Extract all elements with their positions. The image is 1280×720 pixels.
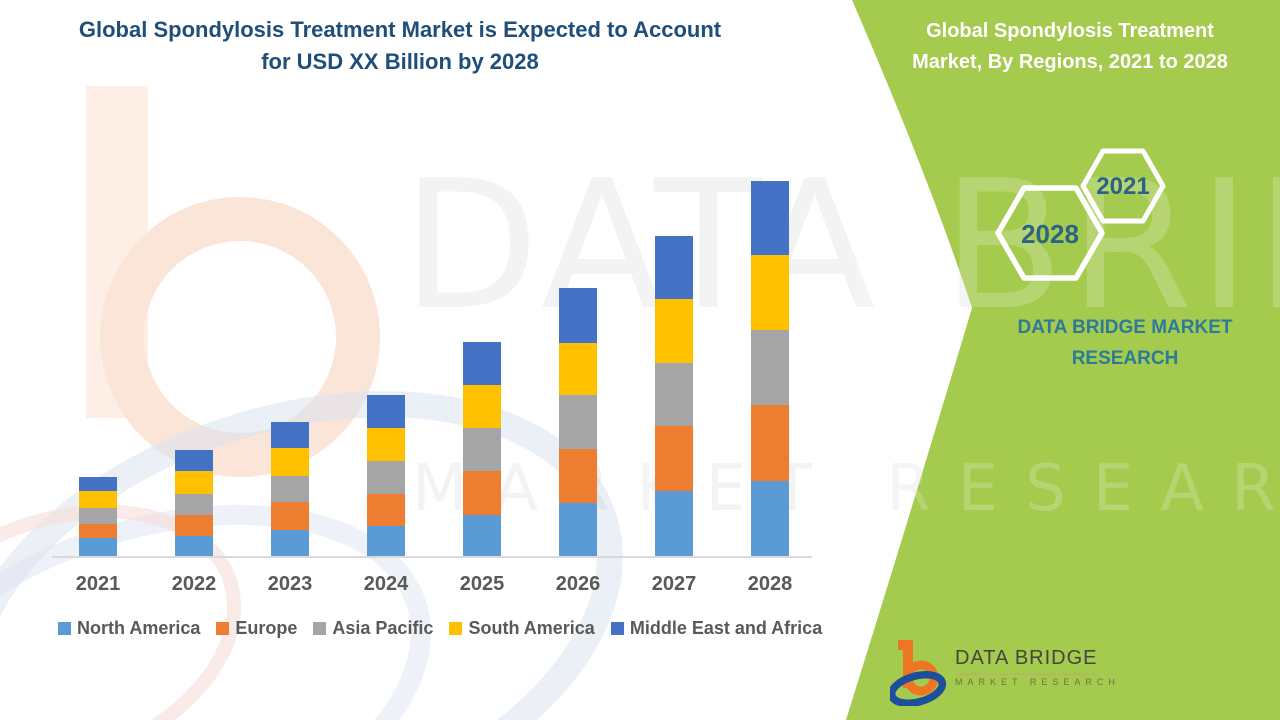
brand-line2: RESEARCH bbox=[1071, 348, 1179, 369]
legend-label-north-america: North America bbox=[77, 618, 201, 638]
hexagon-2021-label: 2021 bbox=[1096, 173, 1150, 200]
legend-swatch-north-america bbox=[58, 622, 71, 635]
legend-swatch-asia-pacific bbox=[313, 622, 327, 635]
x-axis-label-2028: 2028 bbox=[747, 573, 793, 595]
x-axis-label-2025: 2025 bbox=[459, 573, 505, 595]
x-axis-label-2027: 2027 bbox=[651, 573, 697, 595]
side-panel-title: Global Spondylosis Treatment Market, By … bbox=[870, 16, 1270, 78]
x-axis-label-2023: 2023 bbox=[267, 573, 313, 595]
legend-swatch-south-america bbox=[449, 622, 463, 635]
logo-subtitle: MARKET RESEARCH bbox=[955, 677, 1120, 687]
logo-b-stem bbox=[903, 640, 913, 688]
legend-item-north-america: North America bbox=[58, 618, 200, 639]
legend-item-asia-pacific: Asia Pacific bbox=[313, 618, 433, 639]
page-title: Global Spondylosis Treatment Market is E… bbox=[30, 14, 770, 78]
hexagon-2028-outline bbox=[995, 185, 1105, 281]
side-panel-title-line2: Market, By Regions, 2021 to 2028 bbox=[912, 51, 1228, 73]
legend-label-asia-pacific: Asia Pacific bbox=[332, 618, 434, 638]
legend-label-south-america: South America bbox=[468, 618, 595, 638]
x-axis-label-2024: 2024 bbox=[363, 573, 409, 595]
hexagon-badges bbox=[995, 148, 1166, 281]
chart-legend: North America Europe Asia Pacific South Ame… bbox=[58, 618, 822, 639]
page-title-line2: for USD XX Billion by 2028 bbox=[261, 49, 539, 74]
logo-divider bbox=[955, 673, 1097, 675]
x-axis-label-2022: 2022 bbox=[171, 573, 217, 595]
green-panel-shape bbox=[846, 0, 1280, 720]
hexagon-2021-outline bbox=[1080, 148, 1166, 224]
x-axis-label-2021: 2021 bbox=[75, 573, 121, 595]
logo-name: DATA BRIDGE bbox=[955, 647, 1098, 669]
legend-swatch-middle-east-and-africa bbox=[610, 622, 624, 635]
x-axis-label-2026: 2026 bbox=[555, 573, 601, 595]
legend-swatch-europe bbox=[216, 622, 230, 635]
brand-line1: DATA BRIDGE MARKET bbox=[1017, 317, 1233, 338]
side-panel-title-line1: Global Spondylosis Treatment bbox=[926, 20, 1214, 42]
legend-item-south-america: South America bbox=[449, 618, 595, 639]
legend-label-europe: Europe bbox=[235, 618, 298, 638]
page-title-line1: Global Spondylosis Treatment Market is E… bbox=[78, 17, 722, 42]
x-axis-line bbox=[52, 556, 812, 558]
legend-label-middle-east-and-africa: Middle East and Africa bbox=[629, 618, 823, 638]
hexagon-2028-label: 2028 bbox=[1021, 219, 1079, 249]
databridge-logo-text: DATA BRIDGE MARKET RESEARCH bbox=[955, 647, 1120, 687]
databridge-logo-icon bbox=[890, 640, 947, 706]
legend-item-middle-east-and-africa: Middle East and Africa bbox=[610, 618, 823, 639]
logo-swoosh bbox=[890, 671, 947, 706]
brand-wordmark: DATA BRIDGE MARKET RESEARCH bbox=[955, 312, 1280, 374]
legend-item-europe: Europe bbox=[216, 618, 297, 639]
